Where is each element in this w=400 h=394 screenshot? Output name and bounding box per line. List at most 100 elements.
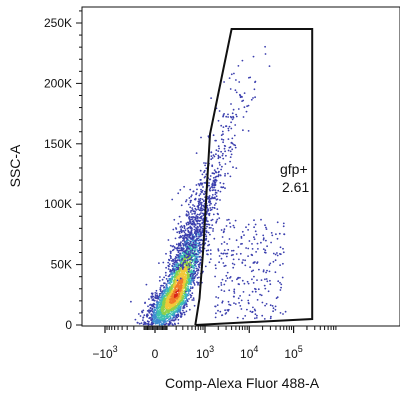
event-dot — [200, 209, 203, 212]
event-dot — [213, 184, 216, 187]
event-dot — [158, 316, 161, 319]
gfp-positive-event-dot — [215, 267, 217, 270]
event-dot — [153, 303, 156, 306]
gfp-positive-event-dot — [218, 255, 221, 257]
gfp-positive-event-dot — [239, 276, 241, 279]
x-tick-label: 105 — [284, 344, 302, 361]
x-tick-label: 103 — [196, 344, 214, 361]
event-dot — [189, 199, 192, 202]
event-dot — [208, 198, 211, 201]
event-dot — [234, 89, 237, 92]
event-dot — [193, 225, 196, 228]
event-dot — [187, 283, 190, 285]
gfp-positive-event-dot — [263, 318, 266, 320]
event-dot — [205, 162, 207, 165]
gfp-positive-event-dot — [276, 237, 279, 240]
gfp-positive-event-dot — [264, 251, 267, 254]
gfp-positive-event-dot — [279, 253, 282, 256]
event-dot — [184, 256, 186, 258]
event-dot — [168, 315, 171, 317]
event-dot — [178, 249, 181, 252]
event-dot — [174, 237, 177, 240]
event-dot — [229, 115, 232, 118]
gfp-positive-event-dot — [279, 264, 281, 266]
event-dot — [197, 233, 199, 235]
event-dot — [208, 197, 210, 200]
event-dot — [184, 263, 187, 266]
event-dot — [190, 256, 193, 259]
event-dot — [182, 236, 185, 239]
event-dot — [175, 266, 178, 269]
event-dot — [183, 239, 186, 242]
event-dot — [174, 259, 177, 262]
event-dot — [209, 249, 212, 252]
event-dot — [246, 105, 249, 108]
event-dot — [171, 269, 173, 272]
event-dot — [179, 265, 182, 268]
event-dot — [175, 247, 178, 250]
event-dot — [198, 213, 201, 216]
event-dot — [239, 93, 241, 96]
gfp-positive-event-dot — [226, 219, 229, 221]
event-dot — [187, 243, 190, 246]
event-dot — [195, 217, 197, 220]
event-dot — [165, 274, 167, 277]
event-dot — [212, 197, 215, 200]
event-dot — [169, 254, 172, 257]
gfp-positive-event-dot — [266, 245, 268, 248]
gfp-positive-event-dot — [261, 314, 264, 317]
gfp-positive-event-dot — [225, 255, 228, 258]
gfp-gate-polygon[interactable] — [194, 28, 314, 326]
event-dot — [197, 237, 200, 240]
event-dot — [209, 253, 212, 255]
event-dot — [142, 309, 145, 312]
event-dot — [185, 249, 188, 252]
gfp-positive-event-dot — [264, 249, 267, 252]
event-dot — [189, 293, 192, 296]
gfp-positive-event-dot — [232, 295, 235, 298]
event-dot — [165, 320, 167, 323]
gfp-positive-event-dot — [270, 241, 272, 244]
gfp-positive-event-dot — [275, 233, 277, 236]
event-dot — [212, 177, 215, 179]
event-dot — [192, 216, 195, 218]
event-dot — [252, 97, 254, 99]
gfp-positive-event-dot — [240, 235, 243, 238]
event-dot — [176, 268, 179, 271]
event-dot — [199, 209, 202, 211]
event-dot — [192, 240, 195, 243]
gfp-positive-event-dot — [217, 285, 220, 288]
event-dot — [206, 253, 209, 256]
event-dot — [205, 227, 207, 230]
event-dot — [230, 103, 232, 105]
event-dot — [212, 213, 215, 216]
event-dot — [162, 311, 165, 313]
event-dot — [207, 223, 210, 226]
event-dot — [194, 224, 197, 226]
event-dot — [222, 133, 224, 136]
event-dot — [188, 239, 190, 242]
event-dot — [175, 314, 178, 317]
y-tick-label: 200K — [44, 76, 72, 90]
event-dot — [201, 198, 204, 201]
event-dot — [264, 53, 267, 55]
event-dot — [170, 250, 172, 253]
event-dot — [176, 231, 179, 234]
event-dot — [173, 269, 176, 272]
event-dot — [194, 211, 197, 213]
event-dot — [171, 249, 174, 252]
event-dot — [229, 160, 232, 163]
event-dot — [193, 228, 196, 231]
gfp-positive-event-dot — [233, 288, 236, 291]
gfp-positive-event-dot — [267, 290, 270, 293]
event-dot — [215, 192, 218, 194]
gfp-positive-event-dot — [253, 261, 256, 264]
gfp-positive-event-dot — [227, 218, 230, 221]
gfp-positive-event-dot — [234, 219, 237, 222]
event-dot — [172, 268, 175, 271]
event-dot — [189, 206, 192, 209]
event-dot — [182, 296, 185, 299]
event-dot — [187, 203, 190, 206]
event-dot — [179, 189, 182, 191]
event-dot — [200, 217, 203, 220]
